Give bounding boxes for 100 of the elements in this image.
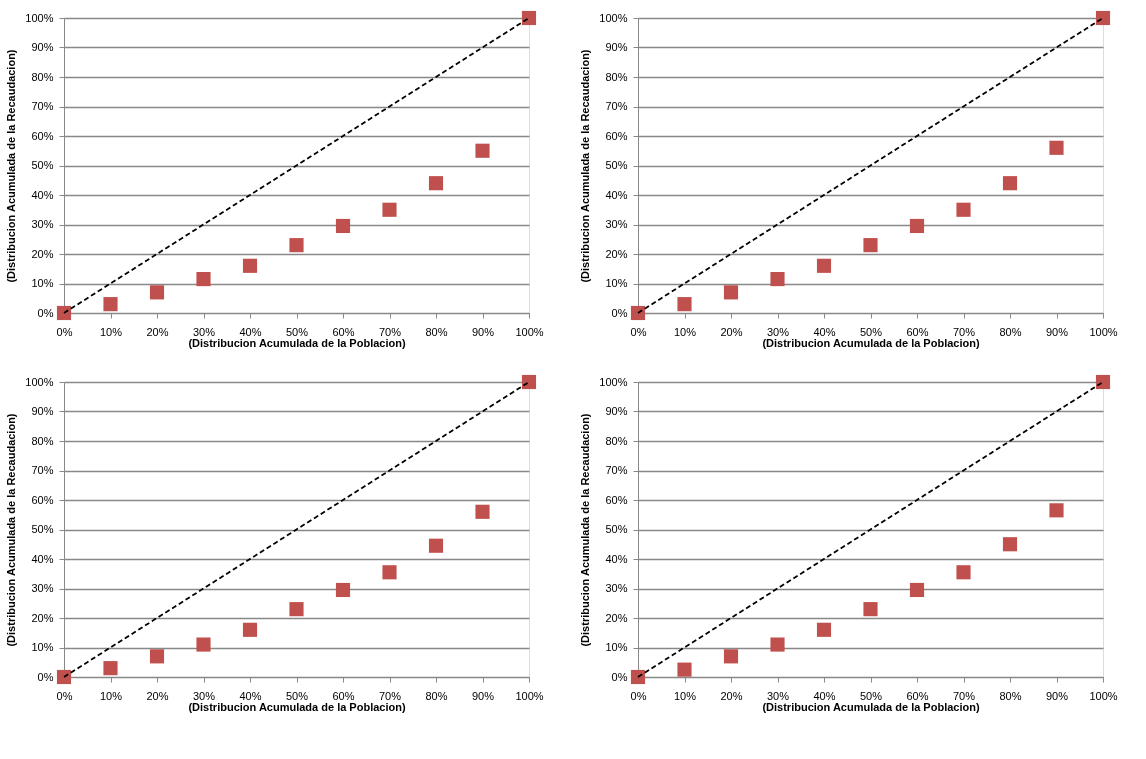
x-tick-label: 10% bbox=[99, 689, 123, 702]
point bbox=[475, 143, 490, 158]
point bbox=[816, 622, 832, 637]
x-tick-label: 70% bbox=[952, 689, 976, 702]
x-tick-label: 90% bbox=[1045, 325, 1069, 338]
y-tick-label: 20% bbox=[31, 611, 54, 624]
y-tick-label: 0% bbox=[37, 306, 54, 319]
y-tick-label: 40% bbox=[31, 552, 54, 565]
x-tick-label: 30% bbox=[192, 325, 216, 338]
x-axis-title: (Distribucion Acumulada de la Poblacion) bbox=[762, 700, 980, 713]
x-tick-label: 20% bbox=[146, 689, 169, 702]
y-tick-label: 100% bbox=[25, 375, 54, 388]
y-tick-label: 80% bbox=[31, 70, 54, 83]
x-tick-label: 0% bbox=[56, 325, 73, 338]
y-tick-label: 0% bbox=[611, 670, 628, 683]
y-tick-label: 40% bbox=[605, 552, 628, 565]
y-tick-label: 100% bbox=[599, 11, 628, 24]
y-tick-label: 0% bbox=[37, 670, 54, 683]
y-tick-label: 80% bbox=[605, 434, 628, 447]
point bbox=[289, 602, 304, 617]
x-tick-label: 60% bbox=[906, 325, 929, 338]
point bbox=[521, 10, 537, 26]
x-tick-label: 100% bbox=[515, 325, 544, 338]
point bbox=[382, 202, 397, 217]
y-tick-label: 30% bbox=[605, 582, 628, 594]
point bbox=[428, 176, 444, 191]
point bbox=[630, 305, 646, 321]
x-tick-label: 90% bbox=[471, 325, 495, 338]
y-tick-label: 60% bbox=[605, 129, 628, 142]
y-tick-label: 20% bbox=[31, 247, 54, 260]
point bbox=[956, 202, 971, 217]
x-tick-label: 40% bbox=[239, 325, 262, 338]
x-axis-title: (Distribucion Acumulada de la Poblacion) bbox=[762, 336, 980, 349]
x-tick-label: 30% bbox=[192, 689, 216, 702]
x-tick-label: 80% bbox=[425, 325, 448, 338]
point bbox=[196, 272, 211, 287]
y-tick-label: 70% bbox=[31, 100, 54, 112]
y-tick-label: 30% bbox=[31, 218, 54, 230]
y-tick-label: 50% bbox=[31, 159, 54, 171]
point bbox=[1002, 537, 1018, 552]
y-tick-label: 90% bbox=[31, 41, 54, 53]
x-tick-label: 60% bbox=[906, 689, 929, 702]
x-tick-label: 50% bbox=[285, 325, 309, 338]
y-tick-label: 50% bbox=[605, 523, 628, 535]
y-tick-label: 70% bbox=[605, 464, 628, 476]
y-tick-label: 30% bbox=[31, 582, 54, 594]
y-tick-label: 80% bbox=[31, 434, 54, 447]
x-tick-label: 80% bbox=[999, 689, 1022, 702]
y-tick-label: 20% bbox=[605, 611, 628, 624]
x-tick-label: 100% bbox=[1089, 689, 1118, 702]
point bbox=[1095, 10, 1111, 26]
point bbox=[1002, 176, 1018, 191]
point bbox=[289, 238, 304, 253]
y-tick-label: 70% bbox=[605, 100, 628, 112]
x-tick-label: 10% bbox=[99, 325, 123, 338]
x-axis-title: (Distribucion Acumulada de la Poblacion) bbox=[188, 336, 406, 349]
x-tick-label: 50% bbox=[859, 325, 883, 338]
x-tick-label: 30% bbox=[766, 325, 790, 338]
y-tick-label: 90% bbox=[31, 405, 54, 417]
point bbox=[816, 258, 832, 273]
x-tick-label: 70% bbox=[952, 325, 976, 338]
point bbox=[242, 622, 258, 637]
y-tick-label: 90% bbox=[605, 41, 628, 53]
y-tick-label: 10% bbox=[605, 277, 628, 289]
x-tick-label: 60% bbox=[332, 325, 355, 338]
x-tick-label: 100% bbox=[515, 689, 544, 702]
point bbox=[723, 285, 739, 300]
y-tick-label: 10% bbox=[31, 641, 54, 653]
point bbox=[428, 538, 444, 553]
y-tick-label: 60% bbox=[605, 493, 628, 506]
point bbox=[475, 504, 490, 519]
point bbox=[1095, 374, 1111, 390]
y-tick-label: 70% bbox=[31, 464, 54, 476]
y-tick-label: 40% bbox=[31, 188, 54, 201]
y-tick-label: 100% bbox=[599, 375, 628, 388]
point bbox=[335, 218, 351, 234]
point bbox=[242, 258, 258, 273]
y-tick-label: 50% bbox=[605, 159, 628, 171]
y-axis-title: (Distribucion Acumulada de la Recaudacion) bbox=[5, 49, 18, 283]
y-tick-label: 60% bbox=[31, 129, 54, 142]
point bbox=[630, 669, 646, 685]
point bbox=[335, 582, 351, 598]
point bbox=[909, 218, 925, 234]
point bbox=[103, 661, 118, 676]
point bbox=[196, 637, 211, 652]
point bbox=[149, 649, 165, 664]
y-tick-label: 40% bbox=[605, 188, 628, 201]
point bbox=[1049, 503, 1064, 518]
x-tick-label: 70% bbox=[378, 325, 402, 338]
point bbox=[677, 297, 692, 312]
point bbox=[149, 285, 165, 300]
point bbox=[956, 565, 971, 580]
x-tick-label: 20% bbox=[720, 689, 743, 702]
x-tick-label: 100% bbox=[1089, 325, 1118, 338]
x-tick-label: 70% bbox=[378, 689, 402, 702]
y-tick-label: 60% bbox=[31, 493, 54, 506]
x-tick-label: 0% bbox=[56, 689, 73, 702]
y-tick-label: 50% bbox=[31, 523, 54, 535]
point bbox=[863, 238, 878, 253]
x-tick-label: 90% bbox=[471, 689, 495, 702]
